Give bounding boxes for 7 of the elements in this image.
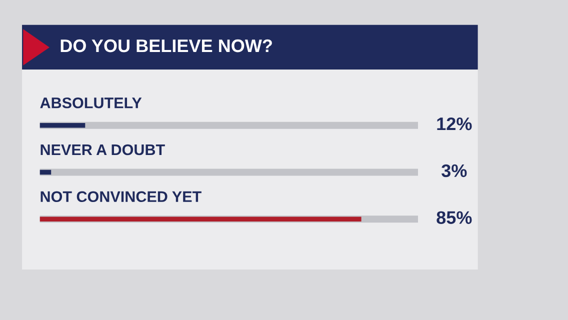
- data-label: 85%: [436, 211, 472, 224]
- data-label: 12%: [437, 117, 472, 130]
- y-tick-label: NOT CONVINCED YET: [40, 191, 202, 202]
- y-tick-label: ABSOLUTELY: [40, 97, 142, 108]
- y-tick-label: NEVER A DOUBT: [40, 144, 165, 156]
- chart-title: DO YOU BELIEVE NOW?: [60, 39, 272, 52]
- data-label: 3%: [442, 164, 467, 178]
